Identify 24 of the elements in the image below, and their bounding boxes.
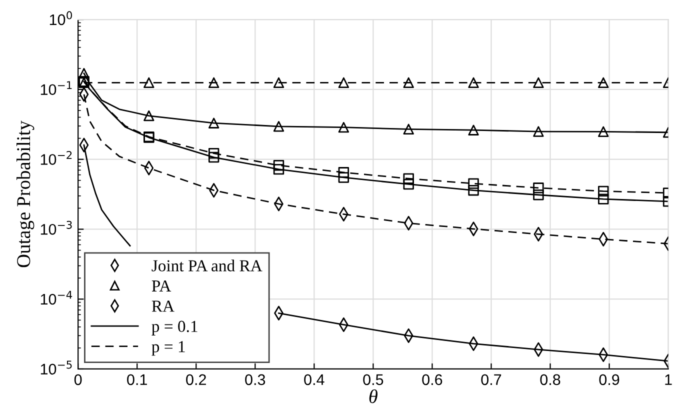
y-tick-label: 10$^{−4}$ [40,290,72,305]
y-axis-title: Outage Probability [16,120,34,268]
x-tick-label: 0.3 [245,374,266,386]
x-tick-label: 0.6 [422,374,442,386]
x-tick-label: 0.9 [599,374,620,386]
y-tick-label: 10$^{−3}$ [40,220,72,235]
y-tick-label: 10$^{0}$ [50,11,72,26]
x-tick-label: 0.4 [304,374,324,386]
x-tick-label: 0.5 [363,374,384,386]
x-tick-label: 0.1 [127,374,147,386]
y-tick-label: 10$^{−5}$ [40,360,72,375]
legend-label: RA [152,300,174,312]
x-tick-label: 0 [74,374,82,386]
legend-label: PA [152,280,172,292]
legend-label: p = 1 [152,341,185,356]
y-tick-label: 10$^{−1}$ [40,81,72,96]
x-axis-title: θ [369,389,378,404]
x-tick-label: 0.2 [186,374,206,386]
x-tick-label: 1 [665,374,672,385]
x-tick-label: 0.8 [540,374,560,386]
x-tick-label: 0.7 [481,374,502,386]
y-tick-label: 10$^{−2}$ [40,150,72,165]
legend-label: p = 0.1 [152,320,198,336]
legend-label: Joint PA and RA [152,260,262,272]
